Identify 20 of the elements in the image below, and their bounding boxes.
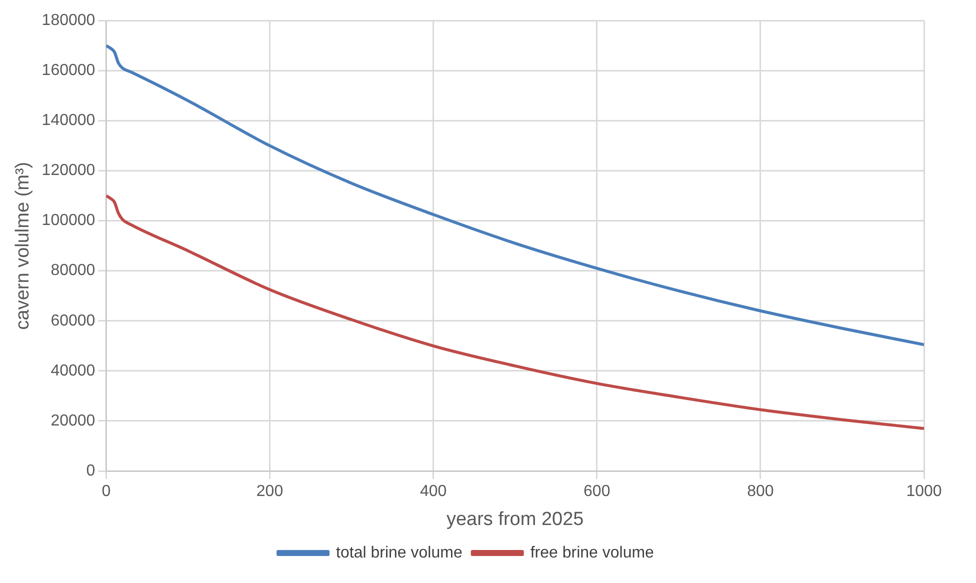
y-axis-title: cavern volulme (m³)	[12, 162, 34, 330]
y-tick-label: 20000	[50, 412, 96, 430]
y-tick-label: 100000	[42, 212, 96, 230]
y-tick-label: 0	[86, 462, 96, 480]
x-tick-label: 800	[747, 483, 774, 500]
legend-label: free brine volume	[530, 544, 654, 562]
y-tick-label: 60000	[50, 312, 96, 330]
x-tick-label: 1000	[906, 483, 942, 500]
x-axis-title: years from 2025	[446, 508, 584, 530]
y-tick-label: 40000	[50, 362, 96, 380]
x-tick-label: 0	[102, 483, 111, 500]
y-tick-label: 140000	[42, 112, 96, 130]
y-tick-label: 180000	[42, 12, 96, 30]
y-tick-label: 120000	[42, 162, 96, 180]
x-tick-label: 200	[256, 483, 284, 500]
y-tick-label: 160000	[42, 62, 96, 80]
x-tick-label: 400	[420, 483, 447, 500]
y-tick-label: 80000	[50, 262, 96, 280]
x-tick-label: 600	[584, 483, 610, 500]
legend-label: total brine volume	[336, 544, 462, 562]
